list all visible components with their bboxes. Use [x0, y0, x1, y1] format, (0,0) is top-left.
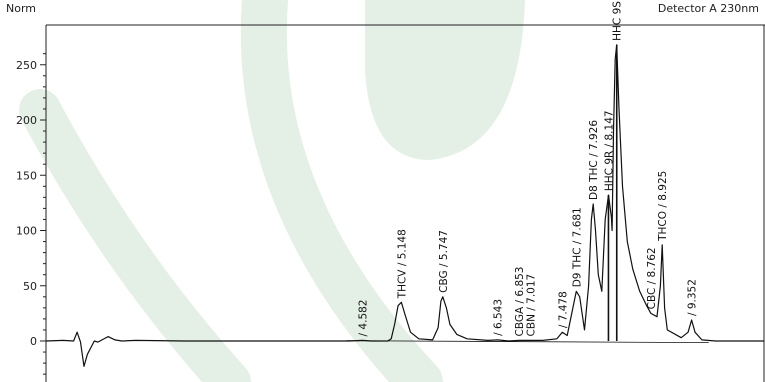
y-tick-label: 150: [16, 169, 37, 182]
peak-label: / 6.543: [493, 299, 505, 336]
peak-label: / 7.478: [557, 291, 569, 328]
peak-label: / 9.352: [687, 279, 699, 316]
y-ticks: 0 50 100 150 200 250: [16, 53, 46, 375]
y-tick-label: 100: [16, 225, 37, 238]
peak-label: THCO / 8.925: [657, 171, 669, 242]
peak-label: CBC / 8.762: [646, 247, 658, 309]
y-tick-label: 200: [16, 114, 37, 127]
peak-label: D9 THC / 7.681: [571, 207, 583, 287]
peak-label: THCV / 5.148: [396, 229, 408, 299]
y-tick-label: 250: [16, 59, 37, 72]
detector-label: Detector A 230nm: [658, 2, 759, 15]
peak-label: CBG / 5.747: [438, 230, 450, 293]
axes: [45, 24, 765, 382]
series-group: [45, 44, 764, 367]
y-tick-label: 50: [23, 280, 37, 293]
peak-label: CBGA / 6.853: [514, 266, 526, 336]
watermark-logo: [19, 0, 525, 382]
y-unit-label: Norm: [6, 2, 36, 15]
y-tick-label: 0: [30, 335, 37, 348]
integration-baseline: [346, 340, 709, 344]
peak-label: CBN / 7.017: [525, 274, 537, 337]
peak-labels: / 4.582 THCV / 5.148 CBG / 5.747 / 6.543 CBG…: [357, 0, 699, 341]
peak-label: HHC 9R / 8.147: [603, 110, 615, 191]
peak-label: / 4.582: [357, 300, 369, 337]
peak-label: D8 THC / 7.926: [588, 120, 600, 200]
peak-label: HHC 9S / 8.267: [612, 0, 624, 41]
chromatogram-trace: [45, 44, 764, 367]
